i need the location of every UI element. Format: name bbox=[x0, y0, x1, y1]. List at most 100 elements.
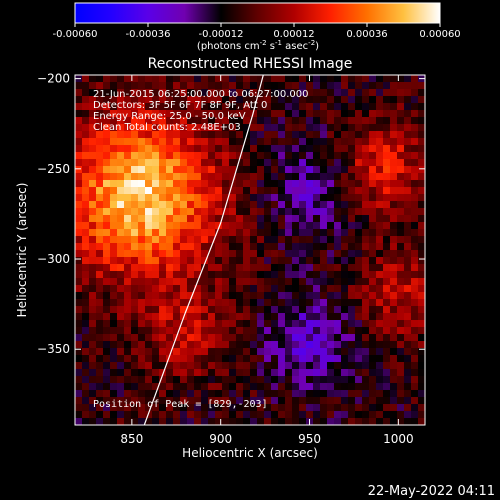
heatmap-cell bbox=[222, 159, 230, 167]
heatmap-cell bbox=[215, 166, 223, 174]
heatmap-cell bbox=[334, 117, 342, 125]
heatmap-cell bbox=[327, 306, 335, 314]
heatmap-cell bbox=[208, 75, 216, 83]
heatmap-cell bbox=[75, 243, 83, 251]
heatmap-cell bbox=[397, 320, 405, 328]
heatmap-cell bbox=[145, 257, 153, 265]
heatmap-cell bbox=[117, 397, 125, 405]
heatmap-cell bbox=[341, 271, 349, 279]
heatmap-cell bbox=[110, 117, 118, 125]
heatmap-cell bbox=[187, 215, 195, 223]
heatmap-cell bbox=[201, 418, 209, 425]
heatmap-cell bbox=[264, 327, 272, 335]
x-axis-label: Heliocentric X (arcsec) bbox=[182, 446, 318, 460]
heatmap-cell bbox=[369, 320, 377, 328]
heatmap-cell bbox=[173, 355, 181, 363]
heatmap-cell bbox=[236, 201, 244, 209]
heatmap-cell bbox=[285, 271, 293, 279]
heatmap-cell bbox=[383, 243, 391, 251]
heatmap-cell bbox=[117, 292, 125, 300]
heatmap-cell bbox=[145, 89, 153, 97]
heatmap-cell bbox=[159, 362, 167, 370]
heatmap-cell bbox=[411, 327, 419, 335]
heatmap-cell bbox=[75, 334, 83, 342]
heatmap-cell bbox=[264, 75, 272, 83]
heatmap-cell bbox=[292, 75, 300, 83]
heatmap-cell bbox=[138, 313, 146, 321]
heatmap-cell bbox=[271, 110, 279, 118]
heatmap-cell bbox=[355, 75, 363, 83]
heatmap-cell bbox=[159, 418, 167, 425]
heatmap-cell bbox=[187, 236, 195, 244]
heatmap-cell bbox=[320, 285, 328, 293]
heatmap-cell bbox=[89, 117, 97, 125]
heatmap-cell bbox=[327, 243, 335, 251]
heatmap-cell bbox=[194, 404, 202, 412]
heatmap-cell bbox=[348, 131, 356, 139]
heatmap-cell bbox=[131, 131, 139, 139]
heatmap-cell bbox=[320, 327, 328, 335]
heatmap-cell bbox=[397, 397, 405, 405]
heatmap-cell bbox=[327, 103, 335, 111]
heatmap-cell bbox=[194, 96, 202, 104]
heatmap-cell bbox=[285, 236, 293, 244]
heatmap-cell bbox=[278, 397, 286, 405]
heatmap-cell bbox=[82, 334, 90, 342]
y-axis: −200−250−300−350 bbox=[37, 72, 425, 356]
heatmap-cell bbox=[313, 334, 321, 342]
heatmap-cell bbox=[110, 110, 118, 118]
heatmap-cell bbox=[390, 243, 398, 251]
heatmap-cell bbox=[215, 285, 223, 293]
heatmap-cell bbox=[320, 166, 328, 174]
heatmap-cell bbox=[292, 82, 300, 90]
heatmap-cell bbox=[131, 243, 139, 251]
heatmap-cell bbox=[257, 369, 265, 377]
heatmap-cell bbox=[271, 117, 279, 125]
heatmap-cell bbox=[236, 390, 244, 398]
heatmap-cell bbox=[292, 201, 300, 209]
heatmap-cell bbox=[383, 313, 391, 321]
heatmap-cell bbox=[96, 355, 104, 363]
heatmap-cell bbox=[369, 243, 377, 251]
heatmap-cell bbox=[292, 285, 300, 293]
heatmap-cell bbox=[124, 82, 132, 90]
heatmap-cell bbox=[131, 117, 139, 125]
heatmap-cell bbox=[208, 152, 216, 160]
heatmap-cell bbox=[390, 292, 398, 300]
heatmap-cell bbox=[110, 341, 118, 349]
heatmap-cell bbox=[103, 404, 111, 412]
heatmap-cell bbox=[159, 89, 167, 97]
heatmap-cell bbox=[82, 418, 90, 425]
heatmap-cell bbox=[173, 166, 181, 174]
heatmap-cell bbox=[292, 320, 300, 328]
heatmap-cell bbox=[236, 187, 244, 195]
heatmap-cell bbox=[243, 103, 251, 111]
heatmap-cell bbox=[110, 96, 118, 104]
heatmap-cell bbox=[96, 159, 104, 167]
heatmap-cell bbox=[362, 411, 370, 419]
heatmap-cell bbox=[110, 138, 118, 146]
heatmap-cell bbox=[159, 152, 167, 160]
heatmap-cell bbox=[376, 411, 384, 419]
heatmap-cell bbox=[159, 117, 167, 125]
heatmap-cell bbox=[257, 299, 265, 307]
heatmap-cell bbox=[299, 96, 307, 104]
heatmap-cell bbox=[236, 229, 244, 237]
heatmap-cell bbox=[369, 418, 377, 425]
heatmap-cell bbox=[138, 411, 146, 419]
heatmap-cell bbox=[243, 264, 251, 272]
heatmap-cell bbox=[320, 264, 328, 272]
heatmap-cell bbox=[313, 376, 321, 384]
heatmap-cell bbox=[194, 390, 202, 398]
heatmap-cell bbox=[327, 278, 335, 286]
heatmap-cell bbox=[124, 348, 132, 356]
heatmap-cell bbox=[152, 229, 160, 237]
heatmap-cell bbox=[299, 250, 307, 258]
heatmap-cell bbox=[362, 271, 370, 279]
heatmap-cell bbox=[362, 285, 370, 293]
heatmap-cell bbox=[271, 334, 279, 342]
heatmap-cell bbox=[292, 411, 300, 419]
heatmap-cell bbox=[152, 208, 160, 216]
heatmap-cell bbox=[194, 208, 202, 216]
heatmap-cell bbox=[271, 124, 279, 132]
